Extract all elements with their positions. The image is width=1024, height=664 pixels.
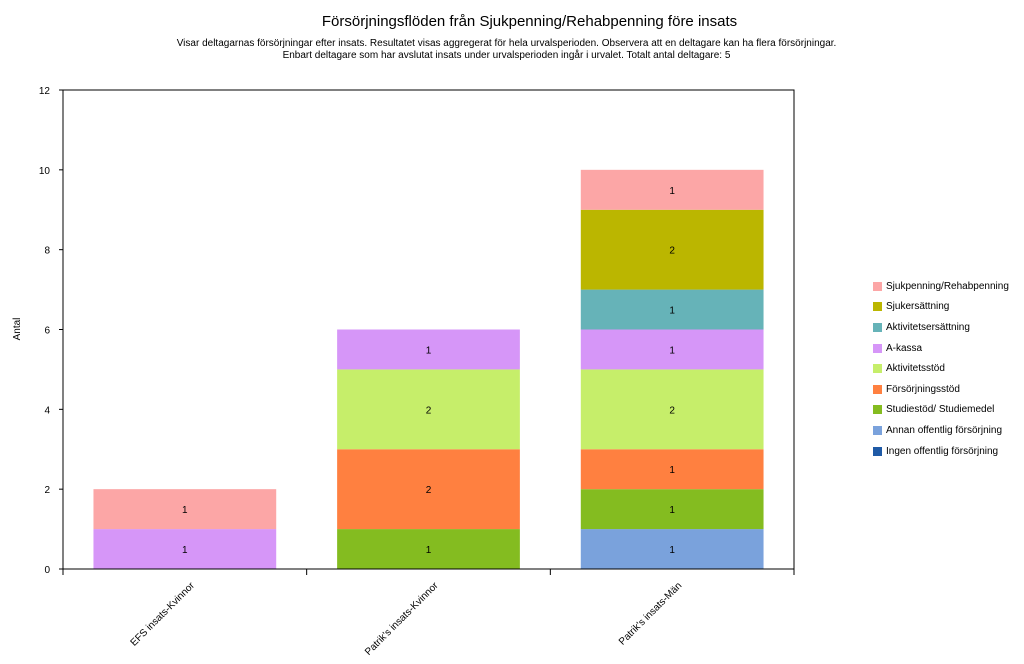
x-tick-label: EFS insats-Kvinnor bbox=[129, 580, 198, 649]
bar-segment bbox=[337, 449, 520, 530]
x-tick-label: Patrik's insats-Män bbox=[617, 580, 684, 647]
y-tick-label: 2 bbox=[44, 485, 50, 496]
bar-segment bbox=[580, 449, 764, 490]
legend-label: Sjukersättning bbox=[886, 301, 950, 313]
y-tick-label: 10 bbox=[39, 166, 51, 177]
legend: Sjukpenning/Rehabpenning Sjukersättning Ak… bbox=[873, 276, 1009, 461]
legend-swatch bbox=[873, 343, 882, 353]
chart-subtitle-line-1: Visar deltagarnas försörjningar efter in… bbox=[176, 38, 837, 49]
bar-segment bbox=[580, 529, 764, 569]
legend-swatch bbox=[873, 364, 882, 374]
legend-swatch bbox=[873, 446, 882, 456]
chart-subtitle-line-2: Enbart deltagare som har avslutat insats… bbox=[282, 50, 731, 61]
legend-swatch bbox=[873, 384, 882, 394]
legend-label: Studiestöd/ Studiemedel bbox=[886, 404, 995, 416]
bar-segment bbox=[337, 329, 520, 370]
bar-segment bbox=[580, 329, 764, 370]
y-tick-label: 4 bbox=[44, 405, 50, 416]
legend-swatch bbox=[873, 281, 882, 291]
legend-item: Aktivitetsersättning bbox=[873, 317, 1009, 338]
data-label: 1 bbox=[182, 545, 188, 556]
data-label: 1 bbox=[669, 345, 675, 356]
data-label: 1 bbox=[426, 545, 432, 556]
bar-segment bbox=[93, 529, 277, 569]
data-label: 1 bbox=[669, 545, 675, 556]
bar-segment bbox=[580, 169, 764, 210]
data-label: 1 bbox=[669, 505, 675, 516]
data-label: 1 bbox=[182, 505, 188, 516]
bar-segment bbox=[93, 489, 277, 530]
bar-segment bbox=[580, 289, 764, 330]
legend-label: A-kassa bbox=[886, 342, 923, 354]
legend-label: Sjukpenning/Rehabpenning bbox=[886, 280, 1009, 292]
legend-item: Ingen offentlig försörjning bbox=[873, 441, 1009, 462]
data-label: 2 bbox=[426, 485, 432, 496]
legend-item: Studiestöd/ Studiemedel bbox=[873, 400, 1009, 421]
y-tick-label: 6 bbox=[44, 326, 50, 337]
y-tick-label: 12 bbox=[39, 86, 51, 97]
bar-segment bbox=[580, 209, 764, 290]
data-label: 1 bbox=[669, 186, 675, 197]
y-axis-label: Antal bbox=[12, 318, 23, 341]
data-label: 2 bbox=[669, 405, 675, 416]
data-label: 1 bbox=[669, 465, 675, 476]
legend-item: Sjukpenning/Rehabpenning bbox=[873, 276, 1009, 297]
data-label: 1 bbox=[426, 345, 432, 356]
legend-label: Annan offentlig försörjning bbox=[886, 424, 1003, 436]
legend-item: A-kassa bbox=[873, 338, 1009, 359]
legend-item: Försörjningsstöd bbox=[873, 379, 1009, 400]
legend-item: Annan offentlig försörjning bbox=[873, 420, 1009, 441]
bar-segment bbox=[580, 369, 764, 450]
bar-segment bbox=[580, 489, 764, 530]
legend-swatch bbox=[873, 322, 882, 332]
data-label: 2 bbox=[426, 405, 432, 416]
legend-swatch bbox=[873, 425, 882, 435]
legend-swatch bbox=[873, 405, 882, 415]
bar-segment bbox=[337, 529, 520, 569]
data-label: 2 bbox=[669, 246, 675, 257]
legend-label: Ingen offentlig försörjning bbox=[886, 445, 999, 457]
legend-swatch bbox=[873, 302, 882, 312]
legend-item: Aktivitetsstöd bbox=[873, 358, 1009, 379]
legend-label: Försörjningsstöd bbox=[886, 383, 960, 395]
y-tick-label: 8 bbox=[44, 246, 50, 257]
x-tick-label: Patrik's insats-Kvinnor bbox=[363, 580, 441, 658]
y-tick-label: 0 bbox=[44, 565, 50, 576]
legend-item: Sjukersättning bbox=[873, 297, 1009, 318]
legend-label: Aktivitetsersättning bbox=[886, 321, 970, 333]
bar-segment bbox=[337, 369, 520, 450]
data-label: 1 bbox=[669, 306, 675, 317]
legend-label: Aktivitetsstöd bbox=[886, 363, 945, 375]
chart-title: Försörjningsflöden från Sjukpenning/Reha… bbox=[321, 13, 738, 30]
